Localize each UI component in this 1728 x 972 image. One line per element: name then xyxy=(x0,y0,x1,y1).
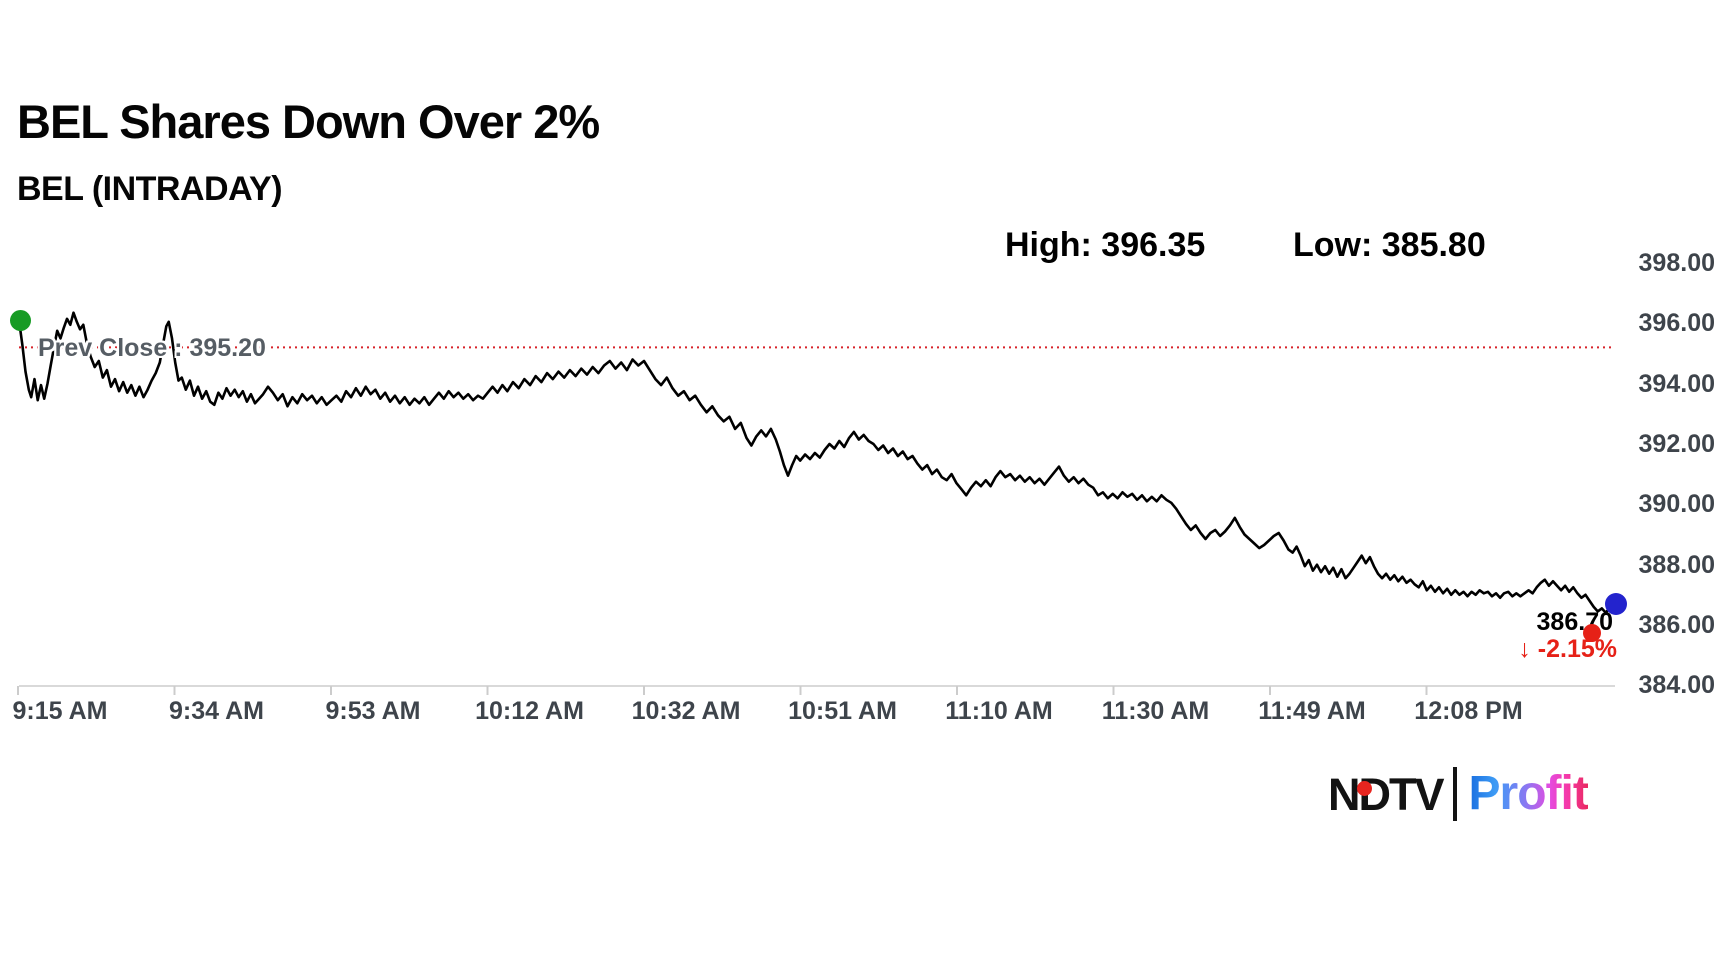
x-axis-label: 11:10 AM xyxy=(945,697,1053,725)
x-axis-label: 12:08 PM xyxy=(1414,697,1523,725)
chart-subtitle: BEL (INTRADAY) xyxy=(17,170,283,208)
x-axis-label: 9:53 AM xyxy=(325,697,421,725)
x-axis-label: 10:51 AM xyxy=(788,697,897,725)
x-axis-label: 11:30 AM xyxy=(1101,697,1210,725)
y-axis-label: 388.00 xyxy=(1638,550,1715,579)
x-axis-label: 9:15 AM xyxy=(12,697,108,725)
y-axis-label: 386.00 xyxy=(1638,611,1715,639)
x-axis-label: 10:32 AM xyxy=(631,697,741,725)
y-axis-label: 398.00 xyxy=(1638,248,1715,277)
price-series-line xyxy=(17,311,1616,615)
y-axis-label: 396.00 xyxy=(1638,309,1715,338)
page-title: BEL Shares Down Over 2% xyxy=(17,95,600,148)
last-price-change: ↓ -2.15% xyxy=(1518,635,1617,663)
y-axis-label: 384.00 xyxy=(1638,671,1715,700)
ndtv-logo-text: NDTV xyxy=(1328,768,1444,820)
prev-close-label: Prev Close : 395.20 xyxy=(38,334,266,362)
ndtv-logo-red-dot-icon xyxy=(1357,781,1372,796)
x-axis-label: 11:49 AM xyxy=(1258,697,1366,725)
live-price-marker-dot xyxy=(1605,593,1627,615)
open-high-marker-dot xyxy=(10,310,31,331)
logo-separator-bar xyxy=(1452,767,1457,821)
x-axis-label: 10:12 AM xyxy=(475,697,584,725)
profit-logo-text: Profit xyxy=(1468,767,1589,820)
y-axis-label: 394.00 xyxy=(1638,369,1715,398)
low-value: Low: 385.80 xyxy=(1293,226,1486,264)
y-axis-label: 390.00 xyxy=(1638,490,1715,519)
y-axis-label: 392.00 xyxy=(1638,429,1715,458)
high-value: High: 396.35 xyxy=(1005,226,1206,264)
low-marker-dot xyxy=(1583,624,1601,642)
x-axis-label: 9:34 AM xyxy=(169,697,264,725)
ndtv-profit-logo: NDTV Profit xyxy=(1328,766,1589,822)
